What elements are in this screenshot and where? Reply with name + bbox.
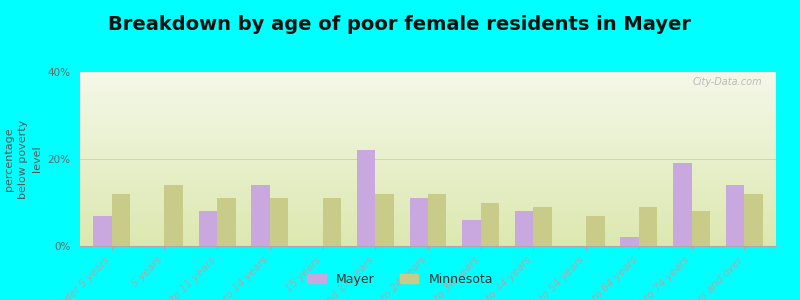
Bar [515, 211, 534, 246]
Bar [410, 198, 428, 246]
Bar [673, 163, 692, 246]
Bar [428, 194, 446, 246]
Bar [93, 215, 112, 246]
Y-axis label: percentage
below poverty
level: percentage below poverty level [4, 119, 42, 199]
Bar [164, 185, 183, 246]
Bar [198, 211, 217, 246]
Bar [217, 198, 235, 246]
Bar [112, 194, 130, 246]
Bar [692, 211, 710, 246]
Bar [481, 202, 499, 246]
Bar [744, 194, 763, 246]
Bar [534, 207, 552, 246]
Bar [251, 185, 270, 246]
Bar [357, 150, 375, 246]
Bar [270, 198, 288, 246]
Bar [726, 185, 744, 246]
Bar [375, 194, 394, 246]
Legend: Mayer, Minnesota: Mayer, Minnesota [302, 268, 498, 291]
Text: City-Data.com: City-Data.com [693, 77, 762, 87]
Bar [639, 207, 658, 246]
Text: Breakdown by age of poor female residents in Mayer: Breakdown by age of poor female resident… [109, 15, 691, 34]
Bar [621, 237, 639, 246]
Bar [586, 215, 605, 246]
Bar [322, 198, 341, 246]
Bar [462, 220, 481, 246]
